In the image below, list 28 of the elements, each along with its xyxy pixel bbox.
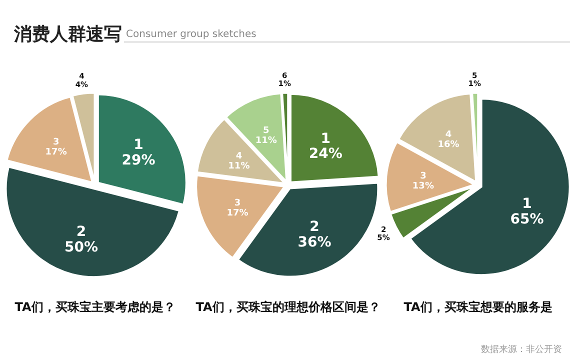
slice-label: 2 [76, 224, 86, 240]
slice-label: 5 [263, 126, 270, 136]
slice-label: 2 [310, 219, 320, 236]
data-label: 50% [64, 240, 98, 256]
slice-label: 1 [134, 137, 144, 154]
data-label: 29% [122, 152, 156, 169]
data-label: 11% [228, 162, 250, 172]
slice-label: 1 [522, 196, 532, 212]
data-label: 13% [412, 181, 434, 192]
data-label: 11% [255, 136, 277, 146]
data-label: 17% [45, 148, 67, 158]
slice-label: 3 [234, 198, 241, 209]
text: 消费人群速写 [13, 24, 122, 45]
slice-label: 1 [320, 130, 331, 147]
slice-label: 4 [445, 130, 452, 140]
text: Consumer group sketches [126, 29, 256, 40]
text: TA们，买珠宝主要考虑的是？ [14, 300, 176, 314]
text: TA们，买珠宝想要的服务是 [404, 300, 552, 314]
slice-label: 3 [52, 138, 60, 148]
source-note: 数据来源：非公开资 [481, 344, 562, 355]
slice-label: 4 [236, 152, 242, 162]
data-label: 65% [510, 211, 544, 228]
data-label: 36% [298, 234, 332, 251]
data-label: 16% [438, 140, 460, 150]
text: TA们，买珠宝的理想价格区间是？ [196, 300, 380, 314]
data-label: 17% [226, 208, 248, 218]
data-label: 24% [308, 146, 342, 162]
slice-label: 3 [420, 171, 426, 182]
